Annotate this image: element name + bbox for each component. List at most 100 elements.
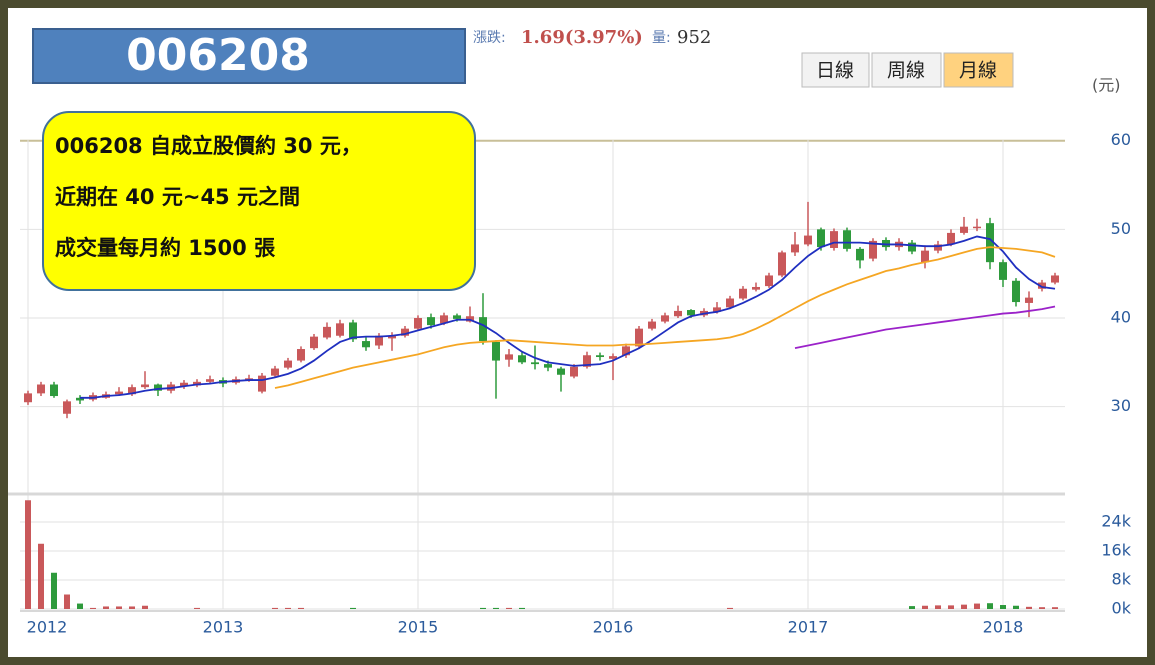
volume-bar	[64, 594, 70, 609]
candle-body	[154, 384, 162, 391]
volume-bar	[25, 500, 31, 609]
candle-body	[427, 317, 435, 326]
candle-body	[999, 262, 1007, 280]
volume-bar	[142, 605, 148, 609]
candle-body	[752, 286, 760, 290]
tab-button[interactable]	[801, 52, 870, 88]
volume-bar	[1000, 605, 1006, 609]
volume-bar	[298, 607, 304, 609]
volume-bar	[90, 607, 96, 609]
volume-bar	[961, 604, 967, 609]
candle-body	[24, 393, 32, 403]
candle-body	[726, 298, 734, 308]
y2-tick-label: 0k	[1112, 599, 1132, 618]
candle-body	[375, 335, 383, 346]
candle-body	[583, 355, 591, 367]
ma-line	[80, 235, 1056, 399]
candle-body	[557, 368, 565, 375]
candle-body	[830, 231, 838, 248]
candle-body	[349, 322, 357, 340]
volume-bar	[974, 603, 980, 609]
volume-bar	[116, 606, 122, 609]
volume-bar	[948, 605, 954, 609]
ma-line	[794, 305, 1056, 350]
y2-tick-label: 24k	[1101, 512, 1131, 531]
candle-body	[362, 341, 370, 348]
candle-body	[505, 354, 513, 360]
tab-button-active[interactable]	[943, 52, 1014, 88]
candle-body	[50, 384, 58, 397]
volume-bar	[194, 607, 200, 609]
candle-body	[271, 368, 279, 376]
volume-bar	[519, 607, 525, 609]
y2-tick-label: 16k	[1101, 541, 1131, 560]
candle-body	[180, 382, 188, 387]
candle-body	[1038, 282, 1046, 289]
candle-body	[310, 336, 318, 349]
candle-body	[635, 328, 643, 347]
x-tick-label: 2017	[788, 618, 829, 637]
candle-body	[687, 310, 695, 316]
volume-bar	[935, 605, 941, 609]
volume-bar	[987, 603, 993, 609]
volume-value: 952	[677, 27, 711, 48]
change-label: 漲跌:	[473, 30, 506, 46]
candle-body	[739, 288, 747, 299]
candle-body	[37, 384, 45, 394]
candle-body	[791, 244, 799, 253]
candle-body	[284, 360, 292, 368]
candle-body	[921, 250, 929, 263]
volume-bar	[129, 606, 135, 609]
y2-tick-label: 8k	[1112, 570, 1132, 589]
volume-bar	[1013, 605, 1019, 609]
marks	[24, 201, 1059, 609]
candle-body	[492, 341, 500, 361]
volume-bar	[480, 607, 486, 609]
candle-body	[622, 346, 630, 356]
candle-body	[414, 318, 422, 329]
callout	[42, 111, 476, 291]
x-tick-label: 2016	[593, 618, 634, 637]
volume-bar	[350, 607, 356, 609]
title-text: 006208	[126, 30, 310, 81]
ma-line	[274, 246, 1056, 389]
y-tick-label: 50	[1111, 219, 1131, 238]
candle-body	[76, 397, 84, 401]
x-tick-label: 2018	[983, 618, 1024, 637]
candle-body	[934, 244, 942, 251]
tab-label[interactable]: 日線	[816, 60, 854, 82]
volume-bar	[285, 607, 291, 609]
candle-body	[531, 362, 539, 365]
candle-body	[765, 275, 773, 287]
candle-body	[518, 355, 526, 363]
candle-body	[908, 242, 916, 252]
candle-body	[440, 315, 448, 324]
candle-body	[947, 232, 955, 245]
volume-bar	[1039, 607, 1045, 609]
candle-body	[674, 310, 682, 317]
candle-body	[258, 375, 266, 392]
candle-body	[843, 230, 851, 249]
y-tick-label: 60	[1111, 130, 1131, 149]
candle-body	[388, 335, 396, 339]
candle-body	[63, 401, 71, 414]
volume-bar	[77, 603, 83, 609]
tab-label[interactable]: 周線	[887, 60, 925, 82]
candle-body	[856, 248, 864, 261]
volume-bar	[727, 607, 733, 609]
candle-body	[206, 379, 214, 382]
callout-line: 006208 自成立股價約 30 元，	[55, 134, 362, 158]
candle-body	[596, 355, 604, 358]
candle-body	[973, 226, 981, 229]
tab-label[interactable]: 月線	[959, 60, 997, 82]
unit-label: (元)	[1092, 76, 1121, 95]
volume-bar	[51, 572, 57, 609]
volume-bar	[1052, 607, 1058, 609]
volume-bar	[38, 543, 44, 609]
volume-bar	[922, 605, 928, 609]
tab-button[interactable]	[871, 52, 942, 88]
candle-body	[817, 229, 825, 248]
x-tick-label: 2015	[398, 618, 439, 637]
